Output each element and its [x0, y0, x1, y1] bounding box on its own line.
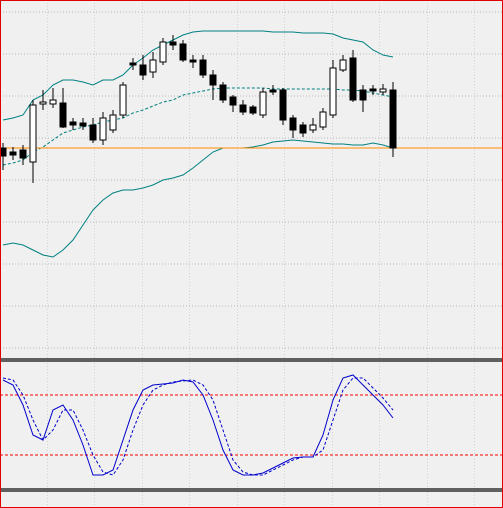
candle-body — [259, 91, 267, 116]
candle-body — [389, 89, 397, 149]
candle-body — [89, 124, 97, 141]
candle-body — [299, 124, 307, 134]
line-lower — [2, 139, 394, 258]
candle-body — [149, 59, 157, 73]
candle-body — [79, 122, 87, 127]
price-panel — [0, 11, 503, 349]
candle-body — [139, 64, 147, 76]
candle-body — [0, 147, 7, 157]
candle-body — [19, 149, 27, 159]
candle-body — [59, 102, 67, 128]
candle-body — [49, 99, 57, 105]
candle-body — [119, 84, 127, 116]
candle-body — [9, 151, 17, 156]
line-middle — [2, 87, 394, 166]
candle-body — [109, 114, 117, 131]
panel-separator — [0, 488, 503, 492]
candle-body — [329, 67, 337, 116]
candle-body — [249, 106, 257, 114]
candle-body — [319, 111, 327, 128]
candle-body — [339, 59, 347, 71]
candle-body — [199, 59, 207, 76]
candle-body — [229, 96, 237, 106]
candle-body — [309, 124, 317, 131]
candle-body — [239, 104, 247, 113]
candle-body — [29, 104, 37, 163]
line-K — [2, 374, 394, 476]
candle-body — [189, 59, 197, 63]
candle-body — [369, 88, 377, 92]
candle-body — [39, 101, 47, 105]
oscillator-panel — [0, 374, 503, 476]
candle-body — [69, 121, 77, 126]
candle-body — [349, 57, 357, 101]
candle-body — [159, 41, 167, 63]
line-upper — [2, 30, 394, 121]
candle-body — [99, 117, 107, 141]
panel-separator — [0, 358, 503, 362]
candle-body — [359, 89, 367, 101]
candle-body — [269, 89, 277, 93]
line-D — [2, 377, 394, 476]
candle-body — [129, 62, 137, 66]
candle-body — [379, 88, 387, 93]
candle-body — [279, 89, 287, 121]
candle-body — [179, 43, 187, 61]
candle-body — [219, 84, 227, 101]
candle-body — [289, 117, 297, 131]
candle-body — [169, 41, 177, 46]
candle-body — [209, 74, 217, 86]
